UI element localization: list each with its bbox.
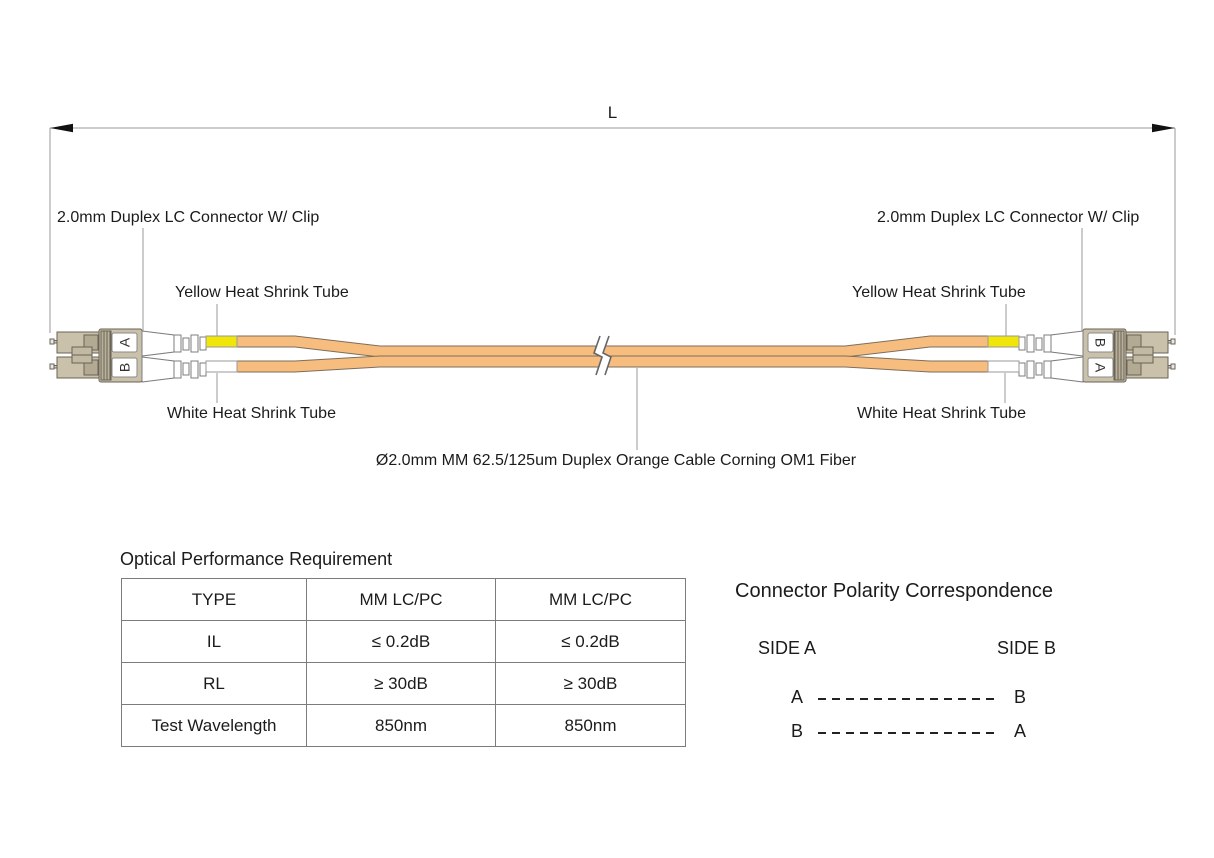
rl-value-2: ≥ 30dB — [495, 662, 686, 705]
white-heat-shrink-left — [205, 360, 238, 373]
connector-label-right: 2.0mm Duplex LC Connector W/ Clip — [877, 209, 1140, 226]
il-value-2: ≤ 0.2dB — [495, 620, 686, 663]
wavelength-value-1: 850nm — [306, 704, 496, 747]
polarity-row2-from: B — [790, 721, 803, 741]
optical-performance-table: TYPE MM LC/PC MM LC/PC IL ≤ 0.2dB ≤ 0.2d… — [121, 578, 686, 747]
connector-label-left: 2.0mm Duplex LC Connector W/ Clip — [57, 209, 320, 226]
clip-letter-left-top: A — [117, 337, 133, 347]
table-row: IL ≤ 0.2dB ≤ 0.2dB — [121, 620, 686, 663]
yellow-heat-shrink-label-left: Yellow Heat Shrink Tube — [175, 284, 349, 301]
rl-value-1: ≥ 30dB — [306, 662, 496, 705]
polarity-dash-line — [818, 732, 994, 734]
yellow-heat-shrink-label-right: Yellow Heat Shrink Tube — [852, 284, 1026, 301]
clip-letter-right-top: B — [1093, 338, 1109, 347]
yellow-heat-shrink-right — [987, 335, 1020, 348]
clip-label-bottom — [111, 357, 138, 378]
lc-connector-left — [49, 328, 238, 383]
header-col2: MM LC/PC — [495, 578, 686, 621]
orange-duplex-cable — [236, 335, 989, 373]
length-dimension-label: L — [607, 103, 618, 122]
polarity-title: Connector Polarity Correspondence — [735, 580, 1053, 602]
row-label-rl: RL — [121, 662, 307, 705]
white-heat-shrink-right — [987, 360, 1020, 373]
polarity-side-a-label: SIDE A — [758, 638, 817, 658]
clip-label-top — [111, 332, 138, 353]
lc-connector-right — [987, 328, 1176, 383]
table-row: RL ≥ 30dB ≥ 30dB — [121, 662, 686, 705]
polarity-row2-to: A — [1013, 721, 1026, 741]
orange-cable-bottom — [236, 355, 989, 373]
polarity-dash-line — [818, 698, 994, 700]
header-type: TYPE — [121, 578, 307, 621]
wavelength-value-2: 850nm — [495, 704, 686, 747]
dimension-line — [49, 127, 1176, 335]
polarity-row1-from: A — [790, 687, 803, 707]
optical-table-title: Optical Performance Requirement — [120, 549, 393, 569]
white-heat-shrink-label-right: White Heat Shrink Tube — [857, 405, 1026, 422]
table-header-row: TYPE MM LC/PC MM LC/PC — [121, 578, 686, 621]
lc-latch-bottom — [71, 354, 93, 364]
yellow-heat-shrink-left — [205, 335, 238, 348]
il-value-1: ≤ 0.2dB — [306, 620, 496, 663]
clip-letter-left-bottom: B — [117, 363, 133, 372]
polarity-row1-to: B — [1013, 687, 1026, 707]
polarity-side-b-label: SIDE B — [997, 638, 1057, 658]
dimension-arrow-right — [1152, 123, 1175, 133]
dimension-arrow-left — [50, 123, 73, 133]
clip-letter-right-bottom: A — [1093, 363, 1109, 373]
lc-latch-top — [71, 346, 93, 356]
leader-lines — [142, 228, 1083, 450]
cable-break-symbol — [593, 335, 612, 376]
header-col1: MM LC/PC — [306, 578, 496, 621]
row-label-il: IL — [121, 620, 307, 663]
table-row: Test Wavelength 850nm 850nm — [121, 704, 686, 747]
fiber-cable-label: Ø2.0mm MM 62.5/125um Duplex Orange Cable… — [375, 452, 857, 469]
orange-cable-top — [236, 335, 989, 358]
white-heat-shrink-label-left: White Heat Shrink Tube — [167, 405, 336, 422]
row-label-wavelength: Test Wavelength — [121, 704, 307, 747]
